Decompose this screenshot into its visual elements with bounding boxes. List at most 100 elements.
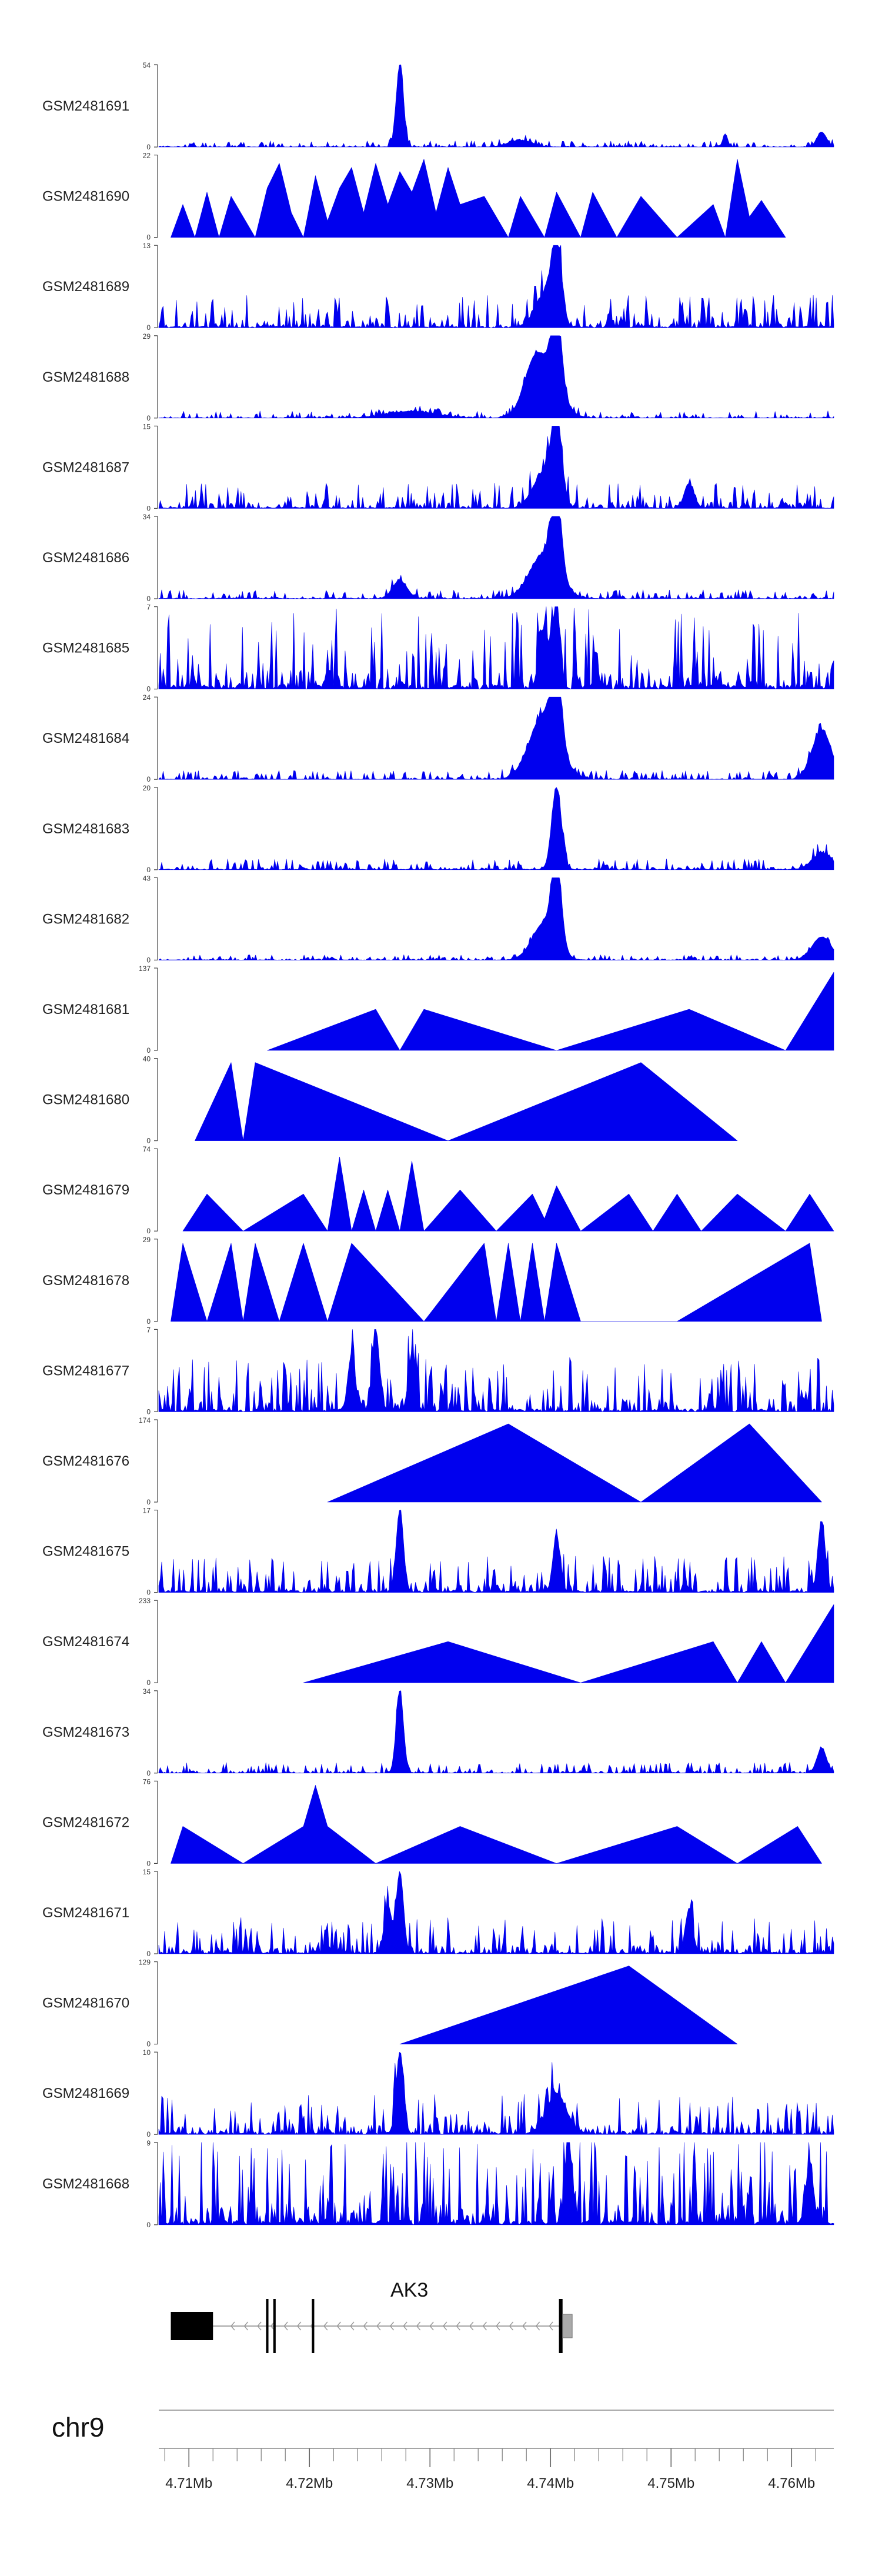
track-label: GSM2481672	[42, 1814, 129, 1830]
y-max-label: 40	[143, 1055, 151, 1063]
x-tick-label: 4.75Mb	[647, 2475, 694, 2491]
coverage-area	[158, 1690, 834, 1774]
track-GSM2481687: GSM2481687 15 0	[42, 422, 834, 512]
coverage-area	[158, 696, 834, 780]
coverage-area	[158, 245, 834, 328]
x-tick-label: 4.74Mb	[527, 2475, 574, 2491]
y-max-label: 29	[143, 1236, 151, 1244]
exon-block	[559, 2299, 563, 2353]
exon-block	[312, 2299, 315, 2353]
strand-arrow	[509, 2321, 514, 2331]
coverage-area	[158, 516, 834, 599]
y-max-label: 9	[146, 2139, 151, 2147]
strand-arrow	[257, 2321, 262, 2331]
chromosome-label: chr9	[52, 2412, 104, 2442]
strand-arrow	[429, 2321, 434, 2331]
track-label: GSM2481676	[42, 1453, 129, 1469]
exon-block	[273, 2299, 276, 2353]
utr-block	[171, 2312, 213, 2340]
track-label: GSM2481686	[42, 550, 129, 566]
y-min-label: 0	[146, 1589, 151, 1597]
coverage-area	[327, 1423, 822, 1503]
y-max-label: 15	[143, 1868, 151, 1876]
coverage-area	[171, 1243, 822, 1322]
x-tick-label: 4.73Mb	[406, 2475, 453, 2491]
track-label: GSM2481673	[42, 1724, 129, 1740]
y-min-label: 0	[146, 956, 151, 964]
track-GSM2481681: GSM2481681 137 0	[42, 965, 834, 1055]
y-max-label: 10	[143, 2048, 151, 2057]
strand-arrow	[363, 2321, 368, 2331]
y-min-label: 0	[146, 1407, 151, 1416]
strand-arrow	[469, 2321, 474, 2331]
coverage-area	[399, 1966, 738, 2044]
track-label: GSM2481690	[42, 189, 129, 205]
strand-arrow	[350, 2321, 355, 2331]
y-min-label: 0	[146, 595, 151, 603]
strand-arrow	[403, 2321, 407, 2331]
y-min-label: 0	[146, 414, 151, 422]
y-max-label: 13	[143, 242, 151, 250]
y-min-label: 0	[146, 775, 151, 783]
strand-arrow	[283, 2321, 288, 2331]
y-max-label: 43	[143, 874, 151, 882]
gene-label: AK3	[390, 2279, 428, 2301]
strand-arrow	[496, 2321, 500, 2331]
y-min-label: 0	[146, 504, 151, 512]
track-label: GSM2481684	[42, 730, 129, 746]
track-label: GSM2481680	[42, 1092, 129, 1108]
y-min-label: 0	[146, 1227, 151, 1235]
strand-arrow	[442, 2321, 447, 2331]
coverage-area	[158, 64, 834, 148]
x-tick-label: 4.76Mb	[768, 2475, 815, 2491]
track-GSM2481680: GSM2481680 40 0	[42, 1055, 738, 1145]
track-GSM2481672: GSM2481672 76 0	[42, 1777, 822, 1867]
coverage-area	[158, 1510, 834, 1593]
gene-annotation-track: AK3	[171, 2279, 573, 2353]
y-min-label: 0	[146, 323, 151, 332]
strand-arrow	[535, 2321, 540, 2331]
track-label: GSM2481688	[42, 369, 129, 385]
track-GSM2481673: GSM2481673 34 0	[42, 1687, 834, 1777]
coverage-area	[158, 606, 834, 689]
coverage-area	[303, 1604, 834, 1683]
coverage-area	[158, 1871, 834, 1954]
y-min-label: 0	[146, 866, 151, 874]
genome-axis: chr9 4.71Mb 4.72Mb 4.73Mb 4.74Mb 4.75Mb 4.76M…	[52, 2410, 834, 2491]
coverage-area	[171, 1785, 822, 1864]
y-min-label: 0	[146, 2130, 151, 2138]
strand-arrow	[296, 2321, 302, 2331]
track-label: GSM2481685	[42, 640, 129, 656]
coverage-area	[158, 787, 834, 870]
track-GSM2481675: GSM2481675 17 0	[42, 1507, 834, 1597]
y-max-label: 174	[139, 1416, 151, 1424]
track-GSM2481678: GSM2481678 29 0	[42, 1236, 822, 1326]
utr-block	[562, 2314, 573, 2338]
track-GSM2481690: GSM2481690 22 0	[42, 152, 786, 242]
coverage-area	[158, 426, 834, 509]
track-label: GSM2481691	[42, 98, 129, 114]
track-label: GSM2481677	[42, 1363, 129, 1379]
y-min-label: 0	[146, 233, 151, 242]
y-max-label: 22	[143, 152, 151, 160]
y-max-label: 34	[143, 513, 151, 521]
track-GSM2481671: GSM2481671 15 0	[42, 1868, 834, 1958]
strand-arrow	[416, 2321, 421, 2331]
coverage-area	[158, 2142, 834, 2225]
coverage-area	[195, 1062, 738, 1141]
track-GSM2481691: GSM2481691 54 0	[42, 61, 834, 151]
track-GSM2481683: GSM2481683 20 0	[42, 784, 834, 874]
y-min-label: 0	[146, 1859, 151, 1867]
y-max-label: 7	[146, 1326, 151, 1334]
y-max-label: 233	[139, 1597, 151, 1605]
y-min-label: 0	[146, 2040, 151, 2048]
y-max-label: 17	[143, 1507, 151, 1515]
y-min-label: 0	[146, 1498, 151, 1506]
track-GSM2481669: GSM2481669 10 0	[42, 2048, 834, 2138]
track-label: GSM2481669	[42, 2086, 129, 2101]
track-GSM2481686: GSM2481686 34 0	[42, 513, 834, 603]
strand-arrow	[336, 2321, 341, 2331]
track-GSM2481676: GSM2481676 174 0	[42, 1416, 822, 1506]
y-min-label: 0	[146, 1046, 151, 1055]
strand-arrow	[376, 2321, 381, 2331]
